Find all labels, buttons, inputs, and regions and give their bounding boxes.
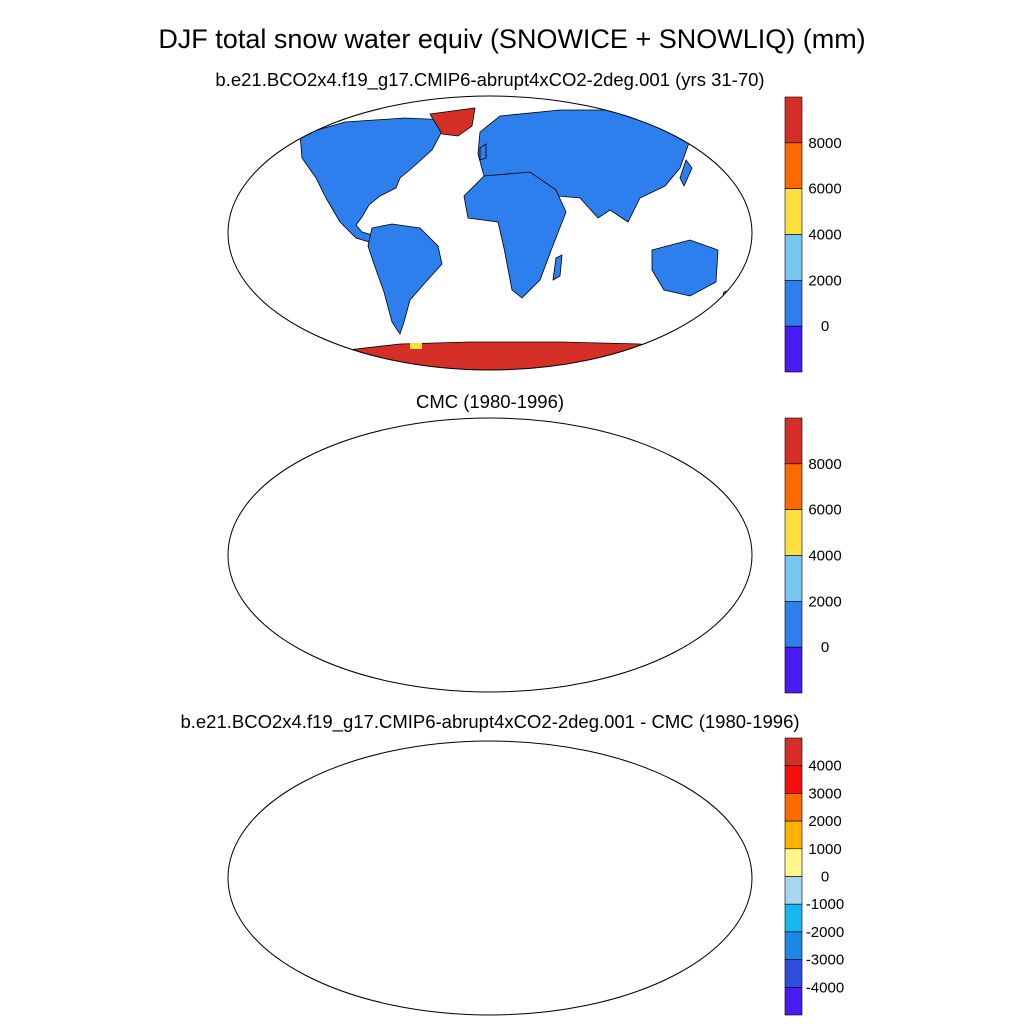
colorbar-1-swatch [784, 234, 803, 281]
map-1-antarctica [228, 341, 752, 370]
colorbar-3-tick-label: 0 [821, 869, 829, 886]
colorbar-3-swatch [784, 820, 803, 850]
colorbar-2-tick-label: 0 [821, 639, 829, 656]
colorbar-1-tick-label: 6000 [808, 181, 841, 198]
colorbar-3-swatch [784, 737, 803, 767]
colorbar-1-swatch [784, 280, 803, 327]
colorbar-3-tick-label: -1000 [806, 896, 844, 913]
colorbar-3-swatch [784, 931, 803, 960]
colorbar-3-swatch [784, 959, 803, 988]
colorbar-3-swatch [784, 765, 803, 794]
colorbar-3-swatch [784, 903, 803, 933]
colorbar-2-tick-label: 2000 [808, 593, 841, 610]
colorbar-3-swatch [784, 793, 803, 822]
map-1-antarctic-yellow-patch [410, 343, 422, 349]
colorbar-2-swatch [784, 646, 803, 694]
map-3-border [227, 740, 753, 1016]
colorbar-3-tick-label: 4000 [808, 758, 841, 775]
colorbar-3-swatch [784, 876, 803, 905]
panel-3-colorbar: 4000 3000 2000 1000 0 -1000 -2000 -3000 -4000 [784, 737, 844, 1016]
colorbar-2-swatch [784, 463, 803, 510]
figure-title: DJF total snow water equiv (SNOWICE + SN… [158, 24, 865, 54]
colorbar-3-swatch [784, 986, 803, 1016]
colorbar-3-tick-label: -3000 [806, 952, 844, 969]
colorbar-1-swatch [784, 325, 803, 373]
panel-2-subtitle: CMC (1980-1996) [416, 391, 564, 412]
colorbar-1-tick-label: 0 [821, 318, 829, 335]
colorbar-2-tick-label: 6000 [808, 502, 841, 519]
panel-2-colorbar: 8000 6000 4000 2000 0 [784, 417, 842, 694]
map-2-border [227, 417, 753, 693]
colorbar-3-tick-label: -4000 [806, 979, 844, 996]
colorbar-2-swatch [784, 417, 803, 465]
colorbar-2-swatch [784, 601, 803, 648]
colorbar-1-tick-label: 8000 [808, 135, 841, 152]
panel-3-map [227, 740, 753, 1016]
colorbar-1-tick-label: 2000 [808, 272, 841, 289]
colorbar-3-swatch [784, 848, 803, 877]
map-1-border [227, 95, 753, 371]
panel-3-subtitle: b.e21.BCO2x4.f19_g17.CMIP6-abrupt4xCO2-2… [180, 711, 799, 733]
panel-1-map [227, 95, 753, 371]
colorbar-1-swatch [784, 96, 803, 144]
colorbar-3-tick-label: -2000 [806, 924, 844, 941]
map-2-background [228, 418, 752, 692]
panel-1-subtitle: b.e21.BCO2x4.f19_g17.CMIP6-abrupt4xCO2-2… [215, 69, 764, 91]
colorbar-2-tick-label: 4000 [808, 548, 841, 565]
colorbar-1-swatch [784, 188, 803, 235]
colorbar-3-tick-label: 1000 [808, 841, 841, 858]
panel-1-colorbar: 8000 6000 4000 2000 0 [784, 96, 842, 373]
colorbar-2-swatch [784, 555, 803, 602]
colorbar-2-swatch [784, 509, 803, 556]
colorbar-2-tick-label: 8000 [808, 456, 841, 473]
colorbar-3-tick-label: 2000 [808, 813, 841, 830]
colorbar-1-tick-label: 4000 [808, 227, 841, 244]
panel-2-map [227, 417, 753, 693]
colorbar-3-tick-label: 3000 [808, 785, 841, 802]
map-3-background [228, 741, 752, 1015]
colorbar-1-swatch [784, 142, 803, 189]
